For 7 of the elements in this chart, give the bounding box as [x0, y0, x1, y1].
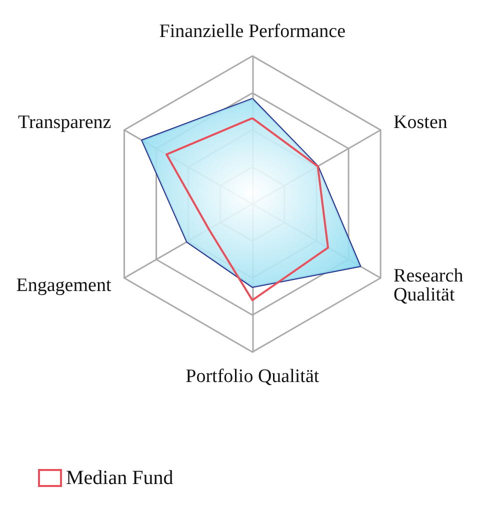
spoke-label: Transparenz: [18, 112, 112, 133]
spoke-label: Research Qualität: [394, 266, 464, 306]
spoke-label: Portfolio Qualität: [186, 366, 320, 387]
spoke-label: Kosten: [394, 112, 448, 133]
legend-label: Median Fund: [66, 467, 174, 489]
spoke-label: Finanzielle Performance: [159, 21, 346, 42]
spoke-label: Engagement: [16, 275, 112, 296]
